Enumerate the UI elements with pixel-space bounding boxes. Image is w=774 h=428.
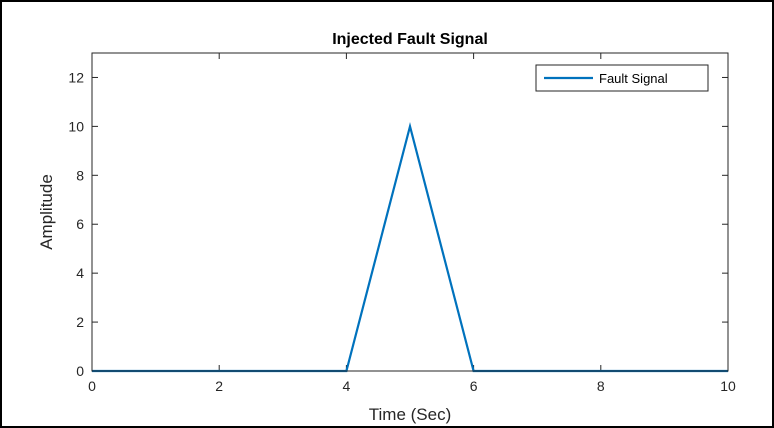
x-tick-label: 0 [88,378,96,394]
x-tick-label: 4 [343,378,351,394]
y-tick-label: 2 [76,314,84,330]
plot-frame [91,52,729,372]
x-tick-label: 2 [215,378,223,394]
y-tick-label: 10 [68,118,84,134]
plot-area [92,53,728,371]
y-tick-label: 8 [76,167,84,183]
y-axis-ticks: 0 2 4 6 8 10 12 [68,69,728,379]
legend: Fault Signal [535,64,709,92]
y-axis-label: Amplitude [37,174,56,250]
x-axis-label: Time (Sec) [369,405,452,424]
y-tick-label: 0 [76,363,84,379]
legend-label-fault-signal: Fault Signal [599,71,668,86]
y-tick-label: 4 [76,265,84,281]
y-tick-label: 12 [68,69,84,85]
x-tick-label: 10 [720,378,736,394]
y-tick-label: 6 [76,216,84,232]
x-tick-label: 8 [597,378,605,394]
x-tick-label: 6 [470,378,478,394]
chart-title: Injected Fault Signal [332,31,488,48]
